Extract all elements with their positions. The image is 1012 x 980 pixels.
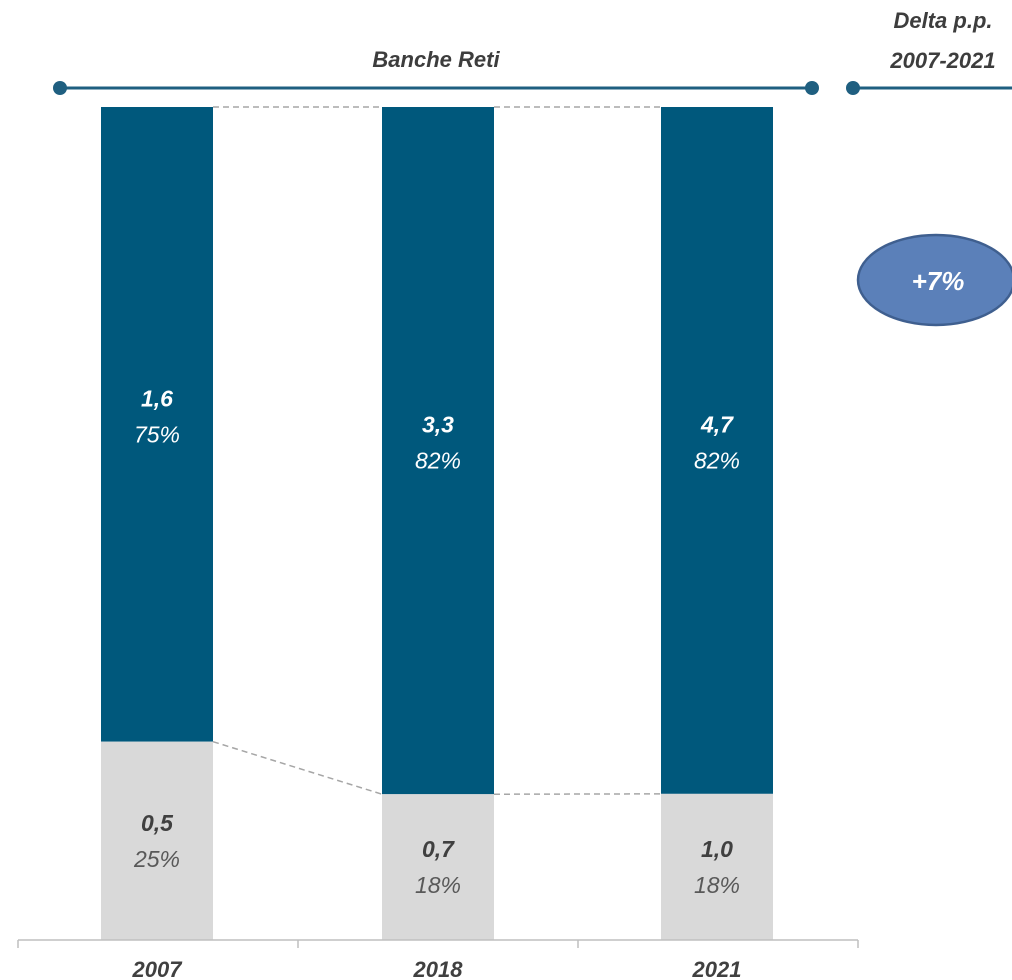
delta-header-line1: Delta p.p.	[893, 8, 992, 33]
group-header: Banche Reti	[53, 47, 819, 95]
percent-label-top-2007: 75%	[134, 421, 180, 447]
percent-label-bottom-2018: 18%	[415, 872, 461, 898]
delta-badge: +7%	[856, 233, 1012, 327]
value-label-top-2018: 3,3	[422, 412, 454, 438]
delta-badge-label: +7%	[912, 266, 965, 296]
bar-labels-group: 1,6 75% 0,5 25% 3,3 82% 0,7 18% 4,7 82% 1,0 18%	[133, 385, 740, 898]
delta-header: Delta p.p. 2007-2021	[846, 8, 1012, 95]
bar-bottom-2007	[101, 741, 213, 940]
delta-header-line2: 2007-2021	[889, 48, 995, 73]
percent-label-bottom-2021: 18%	[694, 872, 740, 898]
x-tick-label-2021: 2021	[692, 957, 742, 980]
value-label-top-2021: 4,7	[700, 411, 734, 437]
bar-top-2007	[101, 107, 213, 742]
x-tick-label-2018: 2018	[413, 957, 464, 980]
bars-group	[101, 107, 773, 940]
value-label-bottom-2018: 0,7	[422, 836, 455, 862]
value-label-top-2007: 1,6	[141, 385, 173, 411]
group-header-label: Banche Reti	[372, 47, 500, 72]
percent-label-top-2018: 82%	[415, 448, 461, 474]
bar-bottom-2021	[661, 793, 773, 940]
x-tick-label-2007: 2007	[132, 957, 184, 980]
delta-header-dot	[846, 81, 860, 95]
group-header-right-dot	[805, 81, 819, 95]
x-axis	[17, 939, 859, 948]
percent-label-bottom-2007: 25%	[133, 846, 180, 872]
bar-bottom-2018	[382, 794, 494, 940]
connector-lines	[212, 106, 662, 795]
connector-split	[212, 740, 383, 795]
percent-label-top-2021: 82%	[694, 447, 740, 473]
bar-top-2018	[382, 107, 494, 795]
bar-top-2021	[661, 107, 773, 794]
value-label-bottom-2007: 0,5	[141, 810, 174, 836]
x-axis-labels: 2007 2018 2021	[132, 957, 742, 980]
group-header-left-dot	[53, 81, 67, 95]
delta-badge-ellipse	[856, 233, 1012, 327]
value-label-bottom-2021: 1,0	[701, 836, 733, 862]
